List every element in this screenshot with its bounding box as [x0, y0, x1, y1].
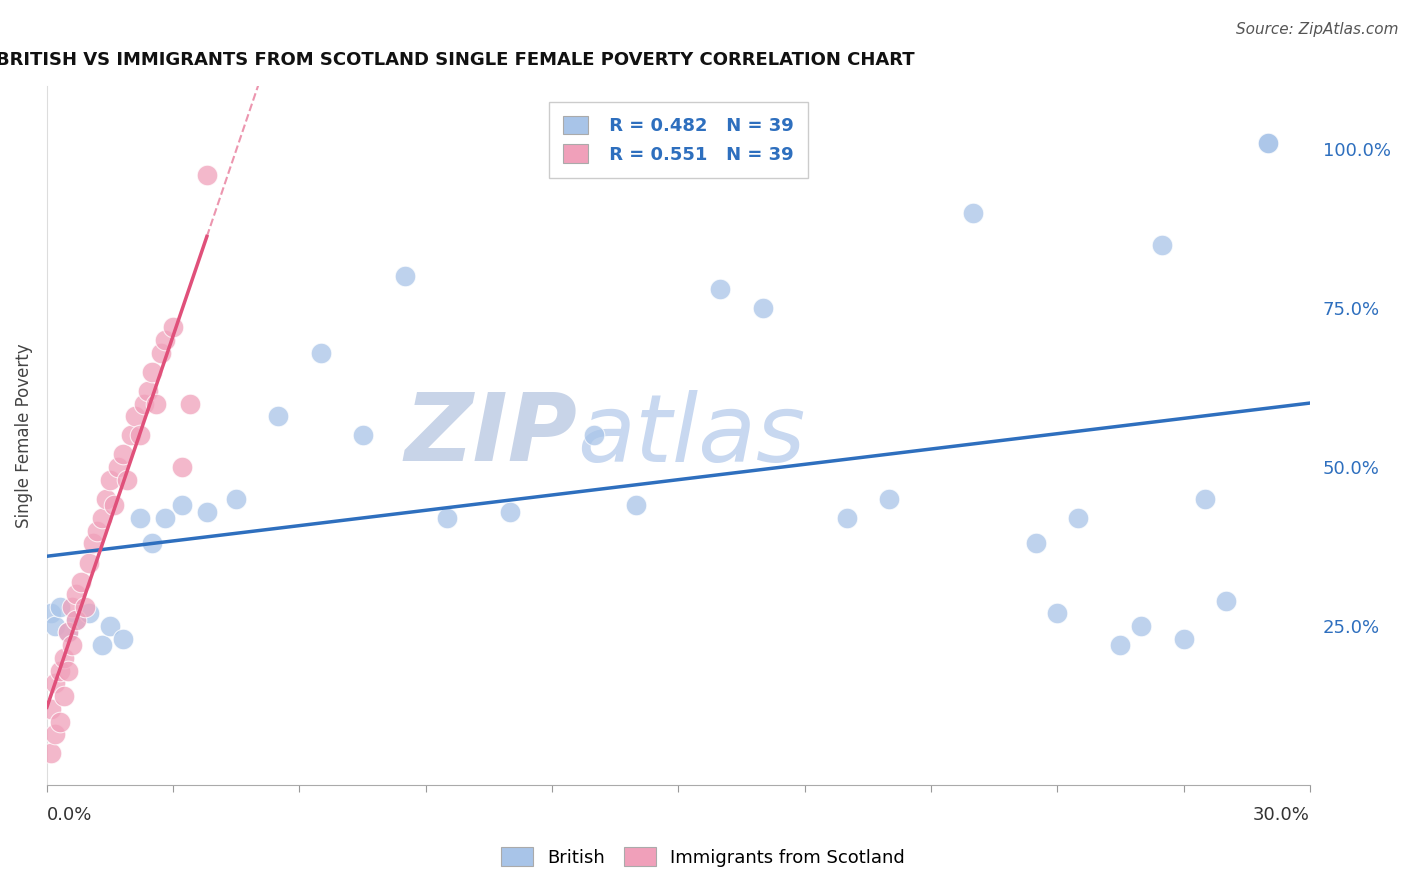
- Point: [352, 428, 374, 442]
- Point: [179, 396, 201, 410]
- Point: [436, 511, 458, 525]
- Point: [1257, 136, 1279, 150]
- Point: [195, 505, 218, 519]
- Point: [170, 460, 193, 475]
- Point: [1194, 491, 1216, 506]
- Point: [877, 491, 900, 506]
- Point: [153, 333, 176, 347]
- Point: [1067, 511, 1090, 525]
- Point: [111, 632, 134, 646]
- Point: [60, 638, 83, 652]
- Point: [120, 428, 142, 442]
- Point: [69, 574, 91, 589]
- Text: 30.0%: 30.0%: [1253, 806, 1310, 824]
- Point: [56, 625, 79, 640]
- Point: [44, 676, 66, 690]
- Point: [65, 613, 87, 627]
- Point: [98, 473, 121, 487]
- Point: [394, 269, 416, 284]
- Point: [77, 607, 100, 621]
- Point: [82, 536, 104, 550]
- Point: [962, 205, 984, 219]
- Legend: British, Immigrants from Scotland: British, Immigrants from Scotland: [494, 840, 912, 874]
- Point: [162, 320, 184, 334]
- Point: [145, 396, 167, 410]
- Point: [94, 491, 117, 506]
- Point: [583, 428, 606, 442]
- Point: [48, 664, 70, 678]
- Legend:  R = 0.482   N = 39,  R = 0.551   N = 39: R = 0.482 N = 39, R = 0.551 N = 39: [548, 102, 808, 178]
- Point: [52, 651, 75, 665]
- Point: [52, 689, 75, 703]
- Point: [128, 511, 150, 525]
- Point: [225, 491, 247, 506]
- Point: [128, 428, 150, 442]
- Point: [73, 600, 96, 615]
- Point: [124, 409, 146, 424]
- Point: [65, 587, 87, 601]
- Point: [1130, 619, 1153, 633]
- Point: [65, 613, 87, 627]
- Point: [1257, 136, 1279, 150]
- Point: [86, 524, 108, 538]
- Point: [1215, 593, 1237, 607]
- Point: [1152, 237, 1174, 252]
- Point: [153, 511, 176, 525]
- Point: [111, 447, 134, 461]
- Point: [98, 619, 121, 633]
- Point: [309, 345, 332, 359]
- Point: [132, 396, 155, 410]
- Point: [195, 168, 218, 182]
- Point: [149, 345, 172, 359]
- Point: [48, 600, 70, 615]
- Point: [39, 747, 62, 761]
- Text: Source: ZipAtlas.com: Source: ZipAtlas.com: [1236, 22, 1399, 37]
- Point: [44, 727, 66, 741]
- Text: BRITISH VS IMMIGRANTS FROM SCOTLAND SINGLE FEMALE POVERTY CORRELATION CHART: BRITISH VS IMMIGRANTS FROM SCOTLAND SING…: [0, 51, 915, 69]
- Point: [56, 625, 79, 640]
- Point: [90, 511, 112, 525]
- Point: [141, 536, 163, 550]
- Text: ZIP: ZIP: [405, 389, 578, 482]
- Point: [90, 638, 112, 652]
- Point: [1109, 638, 1132, 652]
- Point: [77, 556, 100, 570]
- Point: [170, 498, 193, 512]
- Point: [115, 473, 138, 487]
- Point: [103, 498, 125, 512]
- Y-axis label: Single Female Poverty: Single Female Poverty: [15, 343, 32, 528]
- Text: 0.0%: 0.0%: [46, 806, 93, 824]
- Point: [499, 505, 522, 519]
- Point: [136, 384, 159, 398]
- Point: [1046, 607, 1069, 621]
- Point: [48, 714, 70, 729]
- Point: [141, 365, 163, 379]
- Point: [60, 600, 83, 615]
- Point: [56, 664, 79, 678]
- Point: [267, 409, 290, 424]
- Point: [626, 498, 648, 512]
- Point: [44, 619, 66, 633]
- Point: [107, 460, 129, 475]
- Point: [39, 702, 62, 716]
- Text: atlas: atlas: [578, 390, 806, 481]
- Point: [709, 282, 731, 296]
- Point: [835, 511, 858, 525]
- Point: [39, 607, 62, 621]
- Point: [1025, 536, 1047, 550]
- Point: [751, 301, 773, 315]
- Point: [1173, 632, 1195, 646]
